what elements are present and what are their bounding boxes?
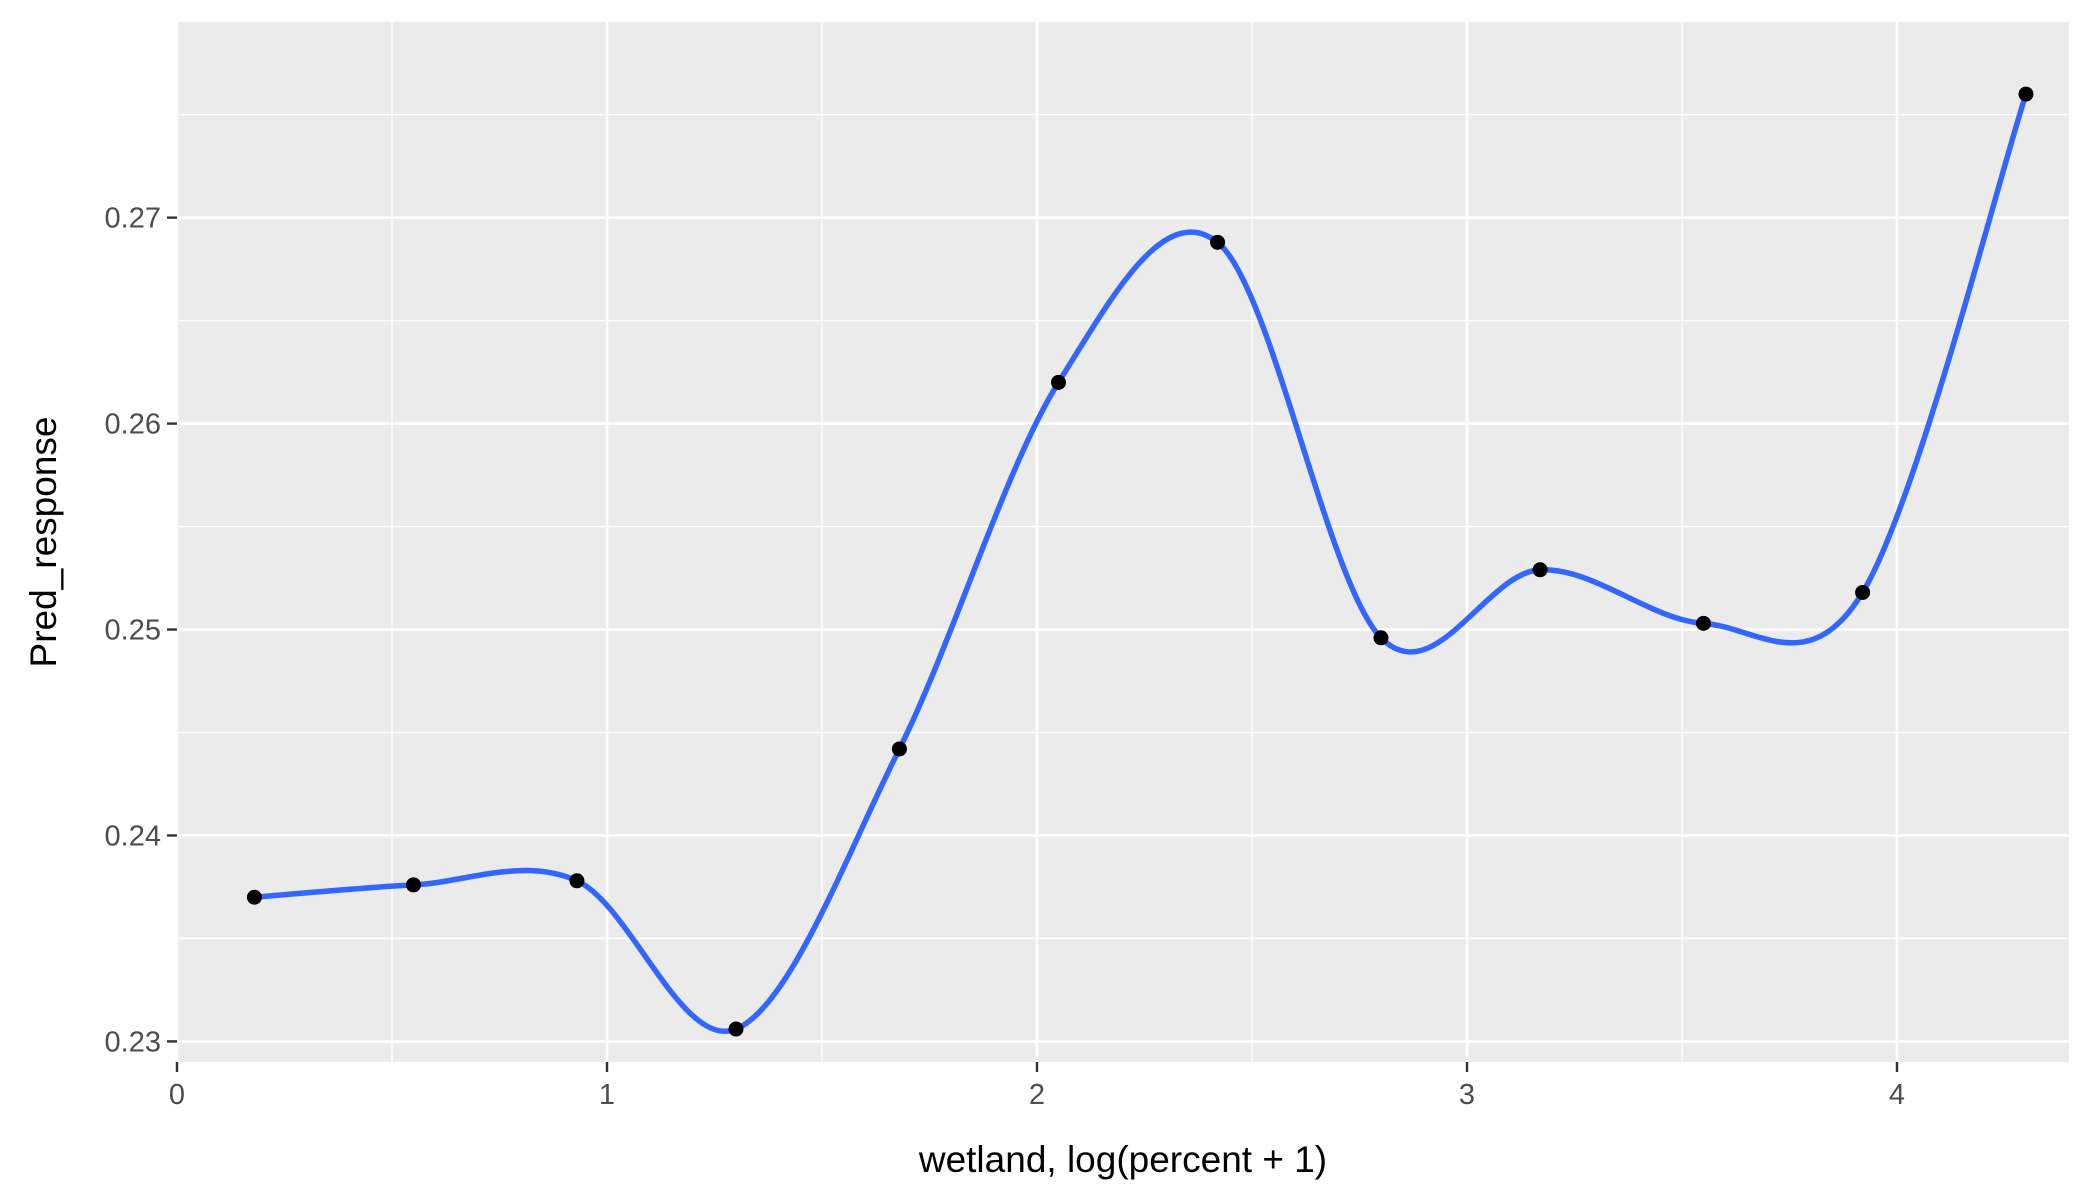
x-tick-label: 2 — [1029, 1079, 1045, 1111]
data-point — [1051, 374, 1066, 390]
smooth-series-line — [251, 91, 2029, 1034]
data-point — [406, 877, 421, 893]
x-axis-title: wetland, log(percent + 1) — [918, 1139, 1327, 1180]
grid — [175, 22, 2069, 1062]
data-point — [728, 1021, 744, 1037]
data-point — [569, 873, 585, 889]
plot-panel — [177, 22, 2069, 1062]
points-layer — [246, 86, 2034, 1037]
y-tick-label: 0.26 — [105, 409, 161, 441]
data-point — [1373, 630, 1389, 646]
series-layer — [251, 91, 2029, 1034]
data-point — [2018, 86, 2034, 102]
data-point — [1696, 615, 1711, 631]
x-tick-label: 3 — [1459, 1079, 1475, 1111]
data-point — [1210, 234, 1226, 250]
data-point — [1532, 562, 1548, 578]
data-point — [891, 741, 907, 757]
y-axis-title: Pred_response — [23, 417, 64, 668]
y-tick-label: 0.23 — [105, 1026, 161, 1058]
y-tick-label: 0.27 — [105, 203, 161, 235]
y-tick-label: 0.24 — [105, 820, 161, 852]
data-point — [1855, 584, 1871, 600]
data-point — [246, 889, 262, 905]
x-tick-label: 1 — [599, 1079, 615, 1111]
axes: 0 1 2 3 4 0.23 0.24 0.25 0.26 0.27 — [105, 203, 1906, 1111]
x-tick-label: 0 — [169, 1079, 185, 1111]
x-tick-label: 4 — [1889, 1079, 1905, 1111]
y-tick-label: 0.25 — [105, 615, 161, 647]
